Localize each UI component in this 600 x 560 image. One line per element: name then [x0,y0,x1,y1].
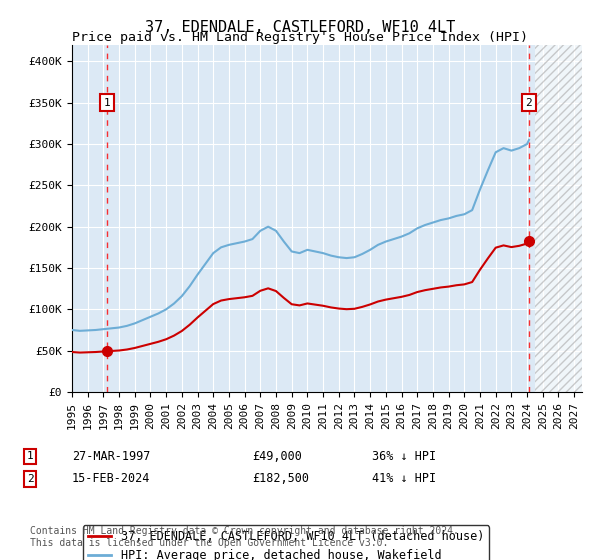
Bar [535,45,582,392]
Text: 1: 1 [26,451,34,461]
Text: 2: 2 [26,474,34,484]
Text: 2: 2 [526,97,532,108]
Text: Price paid vs. HM Land Registry's House Price Index (HPI): Price paid vs. HM Land Registry's House … [72,31,528,44]
Text: Contains HM Land Registry data © Crown copyright and database right 2024.
This d: Contains HM Land Registry data © Crown c… [30,526,459,548]
Text: 1: 1 [104,97,110,108]
Legend: 37, EDENDALE, CASTLEFORD, WF10 4LT (detached house), HPI: Average price, detache: 37, EDENDALE, CASTLEFORD, WF10 4LT (deta… [83,525,489,560]
Bar [535,45,582,392]
Text: 27-MAR-1997: 27-MAR-1997 [72,450,151,463]
Text: £49,000: £49,000 [252,450,302,463]
Text: 36% ↓ HPI: 36% ↓ HPI [372,450,436,463]
Text: 41% ↓ HPI: 41% ↓ HPI [372,472,436,486]
Text: £182,500: £182,500 [252,472,309,486]
Text: 37, EDENDALE, CASTLEFORD, WF10 4LT: 37, EDENDALE, CASTLEFORD, WF10 4LT [145,20,455,35]
Text: 15-FEB-2024: 15-FEB-2024 [72,472,151,486]
